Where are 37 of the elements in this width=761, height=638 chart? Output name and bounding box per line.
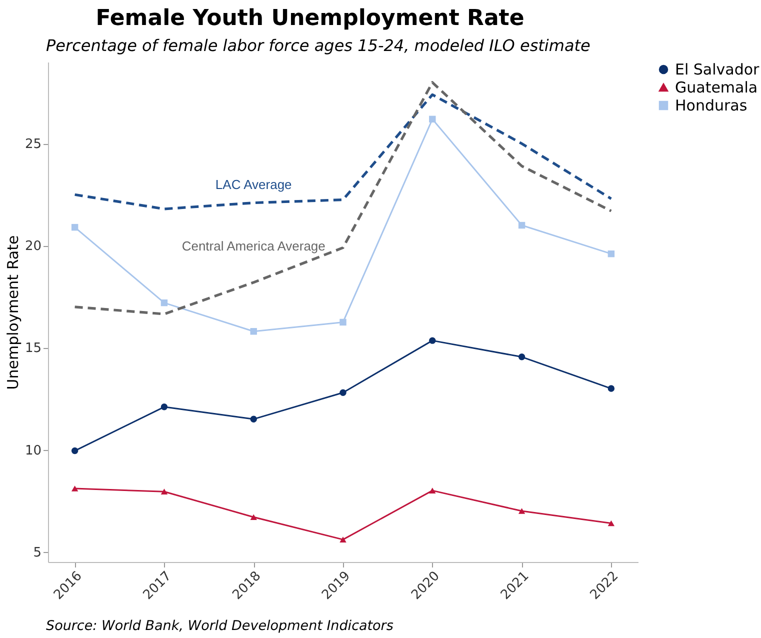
chart-subtitle: Percentage of female labor force ages 15-24, modeled ILO estimate	[46, 36, 590, 55]
point	[71, 224, 78, 231]
point	[340, 536, 346, 542]
point	[340, 318, 346, 326]
series-label: LAC Average	[215, 176, 292, 192]
source-note: Source: World Bank, World Development Indicators	[46, 618, 394, 634]
point	[71, 447, 78, 454]
point	[250, 514, 257, 520]
y-axis-title: Unemployment Rate	[4, 235, 22, 390]
point	[160, 404, 168, 410]
point	[71, 486, 78, 492]
line-series	[74, 81, 612, 316]
point	[340, 389, 346, 396]
point	[518, 222, 526, 229]
point	[518, 508, 526, 514]
point	[429, 116, 436, 122]
point	[250, 416, 257, 422]
y-tick-label: 5	[33, 545, 42, 560]
y-tick-label: 25	[24, 137, 42, 152]
legend-label: El Salvador	[675, 60, 760, 78]
point	[608, 385, 615, 392]
y-tick-label: 20	[24, 239, 42, 254]
legend-label: Honduras	[675, 96, 748, 114]
point	[429, 337, 436, 344]
series-label: Central America Average	[182, 238, 326, 254]
point	[429, 488, 436, 494]
point	[160, 299, 168, 306]
line-series	[74, 93, 612, 210]
point	[518, 354, 526, 360]
legend-label: Guatemala	[675, 78, 758, 96]
y-tick-label: 15	[24, 341, 42, 356]
y-tick-label: 10	[24, 443, 42, 458]
point	[160, 488, 168, 494]
point	[608, 520, 615, 526]
chart-title: Female Youth Unemployment Rate	[94, 6, 526, 31]
point	[608, 250, 615, 258]
point	[250, 328, 257, 335]
